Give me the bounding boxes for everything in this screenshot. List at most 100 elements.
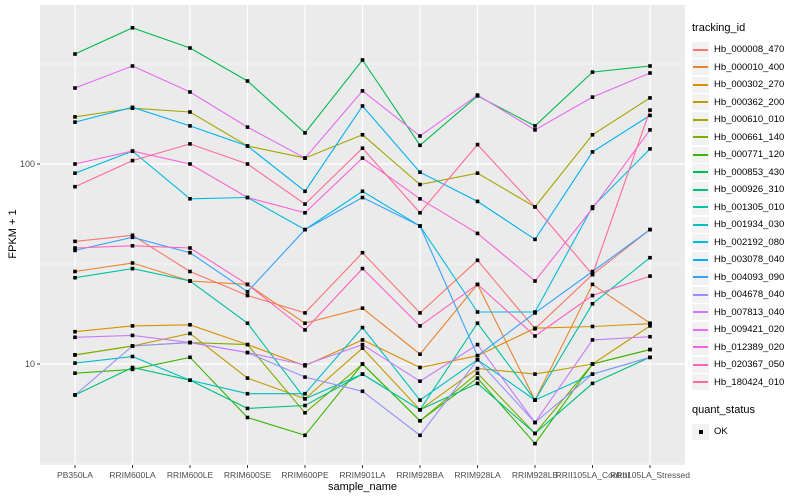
- data-point: [73, 162, 77, 166]
- data-point: [130, 233, 135, 238]
- data-point: [360, 342, 365, 347]
- data-point: [533, 124, 537, 128]
- data-point: [73, 248, 77, 253]
- data-point: [73, 269, 77, 274]
- data-point: [130, 324, 135, 328]
- data-point: [533, 420, 537, 425]
- legend-item-label: Hb_000302_270: [714, 79, 785, 91]
- legend-key-line-icon: [693, 48, 708, 51]
- legend-key-swatch: [692, 374, 709, 391]
- data-point: [533, 279, 537, 283]
- data-point: [188, 340, 192, 345]
- data-point: [360, 306, 365, 310]
- legend-item-Hb_000771_120: Hb_000771_120: [692, 146, 798, 164]
- legend-item-label: Hb_180424_010: [714, 376, 785, 388]
- data-point: [73, 239, 77, 244]
- data-point: [130, 365, 135, 370]
- legend-item-Hb_000010_400: Hb_000010_400: [692, 59, 798, 77]
- data-point: [475, 171, 480, 175]
- legend-quant-status-block: quant_status OK: [692, 404, 798, 441]
- data-point: [475, 282, 480, 287]
- data-point: [130, 261, 135, 265]
- data-point: [475, 321, 480, 325]
- data-point: [130, 244, 135, 248]
- legend-item-Hb_000853_430: Hb_000853_430: [692, 164, 798, 182]
- data-point: [73, 353, 77, 357]
- data-point: [360, 338, 365, 342]
- data-point: [590, 338, 595, 342]
- legend-item-label: Hb_000771_120: [714, 149, 785, 161]
- data-point: [475, 376, 480, 380]
- data-point: [303, 321, 307, 325]
- legend-item-Hb_000008_470: Hb_000008_470: [692, 41, 798, 59]
- legend-item-label: Hb_000610_010: [714, 114, 785, 126]
- data-point: [360, 89, 365, 93]
- legend-item-label: Hb_002192_080: [714, 236, 785, 248]
- data-point: [418, 408, 422, 412]
- legend-key-line-icon: [693, 328, 708, 331]
- legend-item-label: Hb_012389_020: [714, 341, 785, 353]
- data-point: [245, 350, 250, 355]
- data-point: [130, 367, 135, 372]
- data-point: [303, 189, 307, 194]
- data-point: [245, 415, 250, 420]
- data-point: [360, 325, 365, 330]
- data-point: [648, 64, 652, 68]
- data-point: [475, 358, 480, 362]
- legend-item-label: Hb_004678_040: [714, 289, 785, 301]
- data-point: [130, 266, 135, 271]
- legend-key-line-icon: [693, 223, 708, 226]
- data-point: [418, 170, 422, 174]
- legend-item-label: Hb_000853_430: [714, 166, 785, 178]
- data-point: [418, 143, 422, 148]
- data-point: [418, 433, 422, 438]
- data-point: [590, 272, 595, 277]
- legend-key-line-icon: [693, 118, 708, 121]
- data-point: [360, 389, 365, 394]
- legend-key-line-icon: [693, 311, 708, 314]
- data-point: [475, 231, 480, 236]
- data-point: [590, 206, 595, 211]
- x-tick-label-PB350LA: PB350LA: [57, 470, 93, 480]
- data-point: [245, 293, 250, 298]
- data-point: [648, 128, 652, 132]
- legend-item-label: Hb_000008_470: [714, 44, 785, 56]
- data-point: [418, 224, 422, 228]
- x-tick-label-RRIM901LA: RRIM901LA: [339, 470, 386, 480]
- data-point: [188, 46, 192, 50]
- data-point: [245, 195, 250, 200]
- x-tick-label-RRII105LA_Stressed: RRII105LA_Stressed: [610, 470, 690, 480]
- legend-key-swatch: [692, 216, 709, 233]
- legend-item-Hb_000362_200: Hb_000362_200: [692, 94, 798, 112]
- data-point: [245, 289, 250, 294]
- data-point: [303, 328, 307, 332]
- data-point: [188, 378, 192, 382]
- data-point: [73, 246, 77, 250]
- data-point: [648, 108, 652, 112]
- legend-key-swatch: [692, 41, 709, 58]
- legend-item-Hb_004093_090: Hb_004093_090: [692, 269, 798, 287]
- data-point: [418, 134, 422, 138]
- data-point: [360, 362, 365, 366]
- data-point: [648, 274, 652, 278]
- legend-key-swatch: [692, 129, 709, 146]
- data-point: [418, 398, 422, 402]
- legend-item-Hb_003078_040: Hb_003078_040: [692, 251, 798, 269]
- legend-key-swatch: [692, 286, 709, 303]
- legend-key-line-icon: [693, 258, 708, 261]
- legend-key-line-icon: [693, 83, 708, 86]
- data-point: [590, 381, 595, 386]
- x-tick-label-RRII105LA_Control: RRII105LA_Control: [555, 470, 630, 480]
- data-point: [590, 293, 595, 298]
- legend-item-Hb_000302_270: Hb_000302_270: [692, 76, 798, 94]
- data-point: [73, 335, 77, 340]
- legend-key-swatch: [692, 94, 709, 111]
- data-point: [303, 391, 307, 396]
- data-point: [188, 323, 192, 327]
- data-point: [245, 321, 250, 325]
- data-point: [475, 258, 480, 263]
- data-point: [130, 64, 135, 68]
- data-point: [130, 149, 135, 153]
- legend-item-quant-ok: OK: [692, 423, 798, 441]
